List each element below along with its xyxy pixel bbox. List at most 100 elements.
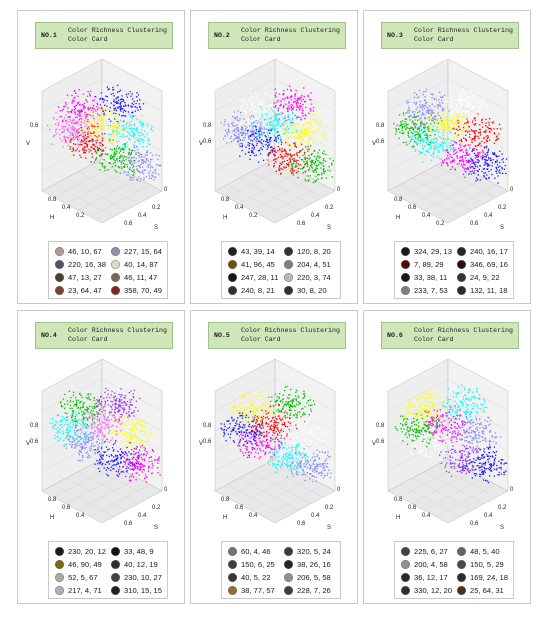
panel-title: NO.1 Color Richness Clustering Color Card (35, 22, 173, 49)
swatch-hsv-label: 40, 5, 22 (241, 573, 271, 582)
grid-line (65, 478, 127, 511)
origin-label: 0 (510, 187, 514, 193)
color-swatch: 48, 5, 40 (457, 546, 500, 557)
color-card: 60, 4, 46 320, 5, 24 150, 6, 25 38, 26, 16 4… (221, 541, 341, 599)
s-tick-label: 0.6 (470, 521, 479, 527)
grid-line (262, 484, 324, 517)
s-tick-label: 0.4 (311, 213, 320, 219)
grid-line (53, 184, 115, 217)
grid-line (423, 178, 485, 211)
scatter-3d-plot: 0.8 0.6 V 0.8 0.6 0.4 0.2 H 0.6 0.4 0.2 S 0 (368, 51, 528, 236)
h-tick-label: 0.4 (235, 205, 244, 211)
z-axis-label: V (26, 441, 30, 447)
swatch-dot (401, 273, 410, 282)
color-swatch: 132, 11, 18 (457, 285, 507, 296)
panel-number: NO.3 (387, 32, 403, 39)
panel-number: NO.2 (214, 32, 230, 39)
swatch-hsv-label: 324, 29, 13 (414, 247, 453, 256)
origin-label: 0 (337, 187, 341, 193)
grid-line (41, 98, 103, 132)
scatter-3d-svg: 0.80.6V0.80.60.4H0.60.40.2S0 (26, 358, 168, 531)
grid-line (387, 78, 449, 112)
swatch-hsv-label: 200, 4, 58 (414, 560, 448, 569)
s-tick-label: 0.4 (484, 513, 493, 519)
grid-line (262, 184, 324, 217)
grid-line (447, 398, 509, 432)
color-swatch: 36, 12, 17 (401, 572, 448, 583)
z-axis-label: V (372, 141, 376, 147)
floor (214, 158, 336, 224)
grid-line (447, 78, 509, 112)
swatch-dot (401, 547, 410, 556)
swatch-hsv-label: 310, 15, 15 (124, 586, 163, 595)
color-swatch: 233, 7, 53 (401, 285, 448, 296)
grid-line (399, 184, 461, 217)
grid-line (238, 471, 300, 504)
swatch-hsv-label: 24, 9, 22 (470, 273, 500, 282)
color-swatch: 38, 77, 57 (228, 585, 275, 596)
h-tick-label: 0.8 (394, 197, 403, 203)
swatch-dot (111, 260, 120, 269)
cluster-points-2 (95, 84, 145, 123)
s-axis-label: S (154, 525, 158, 531)
cluster-points-6 (290, 145, 334, 184)
cluster-points-5 (465, 145, 508, 184)
color-swatch: 228, 7, 26 (284, 585, 331, 596)
grid-line (447, 378, 509, 412)
z-tick-label: 0.8 (30, 423, 39, 429)
grid-line (250, 471, 312, 504)
s-axis-label: S (327, 225, 331, 231)
swatch-dot (457, 573, 466, 582)
swatch-dot (284, 560, 293, 569)
swatch-hsv-label: 230, 10, 27 (124, 573, 163, 582)
s-tick-label: 0.2 (498, 505, 507, 511)
panel-2: NO.2 Color Richness Clustering Color Card 0… (190, 10, 358, 304)
panel-title: NO.4 Color Richness Clustering Color Card (35, 322, 173, 349)
s-tick-label: 0.4 (484, 213, 493, 219)
grid-line (101, 138, 163, 172)
panel-number: NO.5 (214, 332, 230, 339)
panel-title: NO.5 Color Richness Clustering Color Card (208, 322, 346, 349)
z-axis-label: V (372, 441, 376, 447)
grid-line (423, 478, 485, 511)
grid-line (53, 465, 115, 498)
swatch-dot (401, 560, 410, 569)
s-tick-label: 0.2 (152, 205, 161, 211)
h-axis-label: H (50, 215, 54, 221)
grid-line (214, 98, 276, 132)
swatch-hsv-label: 206, 5, 58 (297, 573, 331, 582)
swatch-dot (228, 247, 237, 256)
swatch-hsv-label: 346, 69, 16 (470, 260, 509, 269)
swatch-dot (284, 286, 293, 295)
grid-line (101, 438, 163, 472)
panel-title-line1: Color Richness Clustering (414, 27, 513, 34)
s-tick-label: 0.6 (297, 221, 306, 227)
cluster-points-3 (280, 114, 328, 151)
color-swatch: 200, 4, 58 (401, 559, 448, 570)
scatter-3d-svg: 0.80.6V0.80.60.40.2H0.60.40.2S0 (372, 58, 514, 231)
z-axis-label: V (199, 441, 203, 447)
cluster-points-5 (267, 141, 313, 179)
color-swatch: 240, 16, 17 (457, 246, 508, 257)
h-tick-label: 0.6 (408, 505, 417, 511)
h-tick-label: 0.4 (422, 513, 431, 519)
grid-line (77, 471, 139, 504)
color-swatch: 169, 24, 18 (457, 572, 508, 583)
origin-label: 0 (164, 487, 168, 493)
z-tick-label: 0.8 (203, 423, 212, 429)
grid-line (101, 78, 163, 112)
panel-3: NO.3 Color Richness Clustering Color Card 0… (363, 10, 531, 304)
scatter-3d-plot: 0.8 0.6 V 0.8 0.4 0.2 H 0.6 0.4 0.2 S 0 (195, 51, 355, 236)
s-tick-label: 0.2 (498, 205, 507, 211)
color-card: 46, 10, 67 227, 15, 64 220, 16, 38 40, 14, … (48, 241, 168, 299)
swatch-dot (228, 586, 237, 595)
swatch-hsv-label: 40, 14, 87 (124, 260, 158, 269)
swatch-hsv-label: 46, 10, 67 (68, 247, 102, 256)
grid-line (274, 78, 336, 112)
color-swatch: 206, 5, 58 (284, 572, 331, 583)
z-tick-label: 0.8 (376, 423, 385, 429)
swatch-hsv-label: 46, 11, 47 (124, 273, 158, 282)
scatter-3d-plot: 0.6 V 0.8 0.4 0.2 H 0.6 0.4 0.2 S 0 (22, 51, 182, 236)
h-axis-label: H (223, 215, 227, 221)
grid-line (77, 478, 139, 511)
